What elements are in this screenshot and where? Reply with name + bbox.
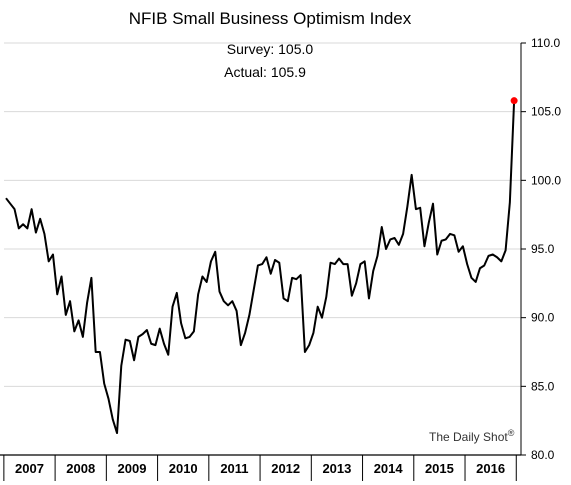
x-tick-label: 2014	[374, 461, 404, 476]
chart-title: NFIB Small Business Optimism Index	[129, 9, 412, 28]
y-tick-label: 90.0	[531, 311, 555, 325]
credit-text: The Daily Shot	[429, 430, 508, 444]
x-tick-label: 2013	[322, 461, 351, 476]
x-axis: 2007 2008 2009 2010 2011 2012 2013 2014 2015 2016	[0, 454, 521, 481]
x-tick-label: 2012	[271, 461, 300, 476]
survey-annotation: Survey: 105.0	[227, 41, 314, 57]
series-line	[5, 100, 516, 435]
y-tick-label: 80.0	[531, 448, 555, 462]
actual-annotation: Actual: 105.9	[224, 64, 306, 80]
x-tick-label: 2010	[169, 461, 198, 476]
y-axis: 110.0 105.0 100.0 95.0 90.0 85.0 80.0	[520, 36, 561, 462]
credit-label: The Daily Shot®	[429, 428, 515, 444]
y-tick-label: 95.0	[531, 242, 555, 256]
x-tick-label: 2008	[66, 461, 95, 476]
x-tick-label: 2007	[15, 461, 44, 476]
credit-mark: ®	[508, 428, 515, 438]
x-tick-label: 2016	[476, 461, 505, 476]
x-tick-label: 2015	[425, 461, 454, 476]
y-tick-label: 85.0	[531, 379, 555, 393]
y-tick-label: 105.0	[531, 105, 561, 119]
x-tick-label: 2011	[220, 461, 248, 476]
y-tick-label: 100.0	[531, 173, 561, 187]
latest-point-marker	[510, 97, 518, 105]
y-tick-label: 110.0	[531, 36, 560, 50]
x-tick-label: 2009	[118, 461, 147, 476]
gridlines	[4, 42, 521, 387]
